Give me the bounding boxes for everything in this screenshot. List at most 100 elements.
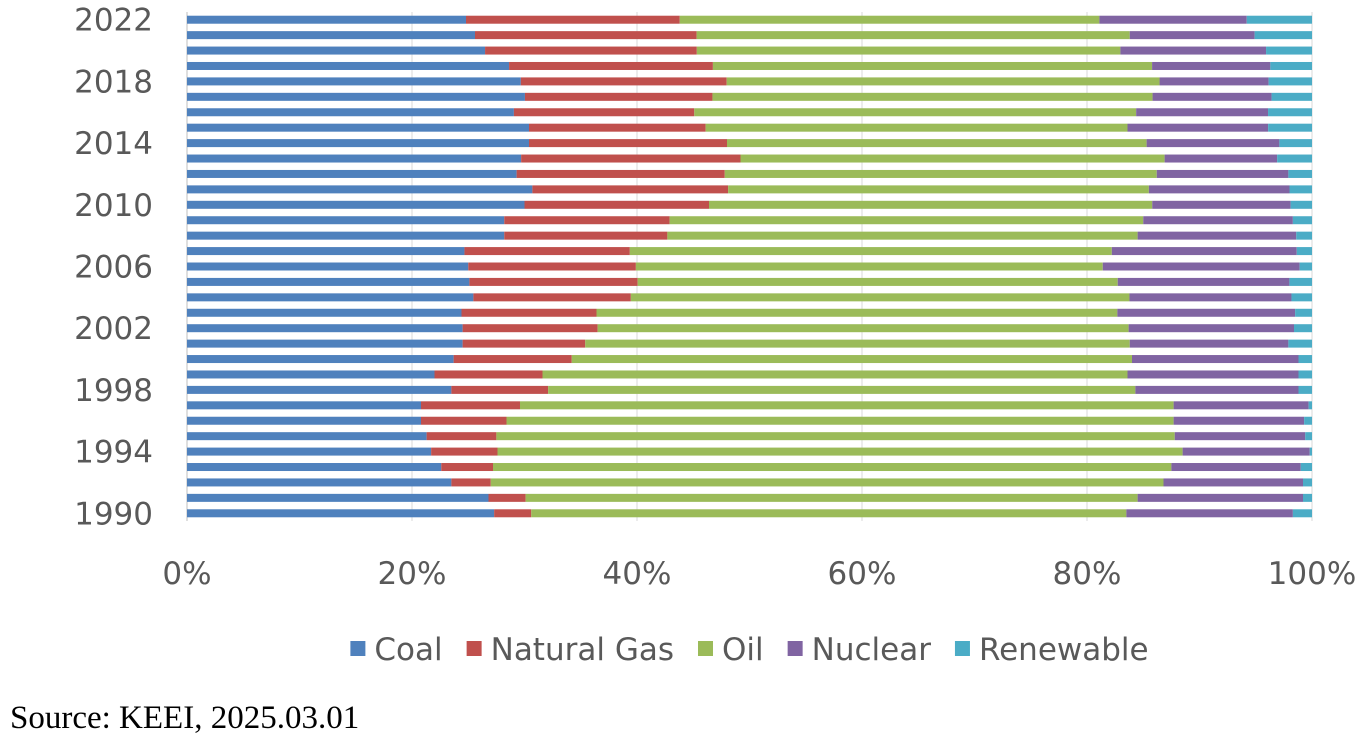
bar-segment bbox=[1300, 463, 1312, 472]
bar-segment bbox=[506, 416, 1174, 425]
bar-segment bbox=[187, 123, 529, 132]
bar-segment bbox=[187, 370, 435, 379]
bar-segment bbox=[509, 61, 713, 70]
bar-segment bbox=[187, 432, 427, 441]
bar-segment bbox=[679, 15, 1100, 24]
bar-segment bbox=[1164, 154, 1278, 163]
bar-segment bbox=[1288, 339, 1312, 348]
x-tick-label: 100% bbox=[1268, 556, 1357, 592]
bar-segment bbox=[187, 108, 514, 117]
bars bbox=[187, 15, 1312, 518]
bar-segment bbox=[520, 401, 1174, 410]
bar-segment bbox=[513, 108, 695, 117]
bar-segment bbox=[434, 370, 543, 379]
bar-segment bbox=[1296, 231, 1312, 240]
bar-segment bbox=[1304, 416, 1312, 425]
bar-segment bbox=[635, 262, 1103, 271]
bar-segment bbox=[1246, 15, 1312, 24]
x-tick-label: 40% bbox=[603, 556, 672, 592]
y-tick-label: 2006 bbox=[74, 250, 153, 286]
bar-segment bbox=[1126, 509, 1293, 518]
bar-segment bbox=[1102, 262, 1300, 271]
bar-segment bbox=[1271, 92, 1312, 101]
bar-segment bbox=[709, 200, 1153, 209]
bar-segment bbox=[542, 370, 1128, 379]
bar-segment bbox=[187, 478, 452, 487]
bar-segment bbox=[1159, 77, 1269, 86]
bar-segment bbox=[187, 447, 432, 456]
bar-segment bbox=[1292, 216, 1312, 225]
bar-segment bbox=[1309, 447, 1312, 456]
bar-segment bbox=[187, 385, 452, 394]
y-tick-label: 2022 bbox=[74, 3, 153, 39]
bar-segment bbox=[712, 61, 1153, 70]
bar-segment bbox=[187, 139, 529, 148]
legend: Coal Natural Gas Oil Nuclear Renewable bbox=[350, 632, 1149, 668]
source-note: Source: KEEI, 2025.03.01 bbox=[10, 700, 360, 736]
bar-segment bbox=[187, 324, 463, 333]
bar-segment bbox=[1135, 385, 1299, 394]
bar-segment bbox=[1295, 308, 1312, 317]
bar-segment bbox=[1303, 478, 1312, 487]
bar-segment bbox=[1266, 46, 1312, 55]
bar-segment bbox=[1146, 139, 1280, 148]
bar-segment bbox=[1290, 200, 1312, 209]
legend-swatch bbox=[787, 641, 803, 656]
bar-segment bbox=[1156, 169, 1289, 178]
bar-segment bbox=[1129, 293, 1292, 302]
bar-segment bbox=[187, 92, 525, 101]
bar-segment bbox=[1137, 493, 1303, 502]
bar-segment bbox=[669, 216, 1144, 225]
bar-segment bbox=[1277, 154, 1312, 163]
bar-segment bbox=[187, 339, 463, 348]
bar-segment bbox=[1152, 92, 1272, 101]
bar-segment bbox=[696, 46, 1121, 55]
bar-segment bbox=[1279, 139, 1312, 148]
bar-segment bbox=[187, 355, 454, 364]
bar-segment bbox=[724, 169, 1157, 178]
bar-segment bbox=[496, 432, 1175, 441]
bar-segment bbox=[596, 308, 1118, 317]
y-tick-label: 2010 bbox=[74, 188, 153, 224]
bar-segment bbox=[490, 478, 1164, 487]
bar-segment bbox=[1152, 200, 1291, 209]
bar-segment bbox=[187, 169, 517, 178]
bar-segment bbox=[524, 92, 713, 101]
bar-segment bbox=[740, 154, 1165, 163]
bar-segment bbox=[468, 262, 636, 271]
bar-segment bbox=[571, 355, 1132, 364]
bar-segment bbox=[1136, 108, 1269, 117]
bar-segment bbox=[187, 277, 470, 286]
y-tick-label: 2002 bbox=[74, 311, 153, 347]
bar-segment bbox=[464, 247, 630, 256]
bar-segment bbox=[1127, 123, 1269, 132]
legend-swatch bbox=[954, 641, 970, 656]
bar-segment bbox=[462, 339, 586, 348]
bar-segment bbox=[532, 185, 729, 194]
bar-segment bbox=[1296, 247, 1312, 256]
bar-segment bbox=[431, 447, 498, 456]
bar-segment bbox=[1127, 370, 1299, 379]
bar-segment bbox=[1171, 463, 1301, 472]
bar-segment bbox=[488, 493, 526, 502]
bar-segment bbox=[441, 463, 493, 472]
bar-segment bbox=[1289, 185, 1312, 194]
bar-segment bbox=[629, 247, 1112, 256]
bar-segment bbox=[421, 416, 507, 425]
bar-segment bbox=[1268, 123, 1312, 132]
bar-segment bbox=[1173, 401, 1309, 410]
bar-segment bbox=[1173, 416, 1305, 425]
bar-segment bbox=[466, 15, 680, 24]
bar-segment bbox=[630, 293, 1130, 302]
x-tick-label: 20% bbox=[378, 556, 447, 592]
bar-segment bbox=[187, 231, 505, 240]
legend-swatch bbox=[466, 641, 482, 656]
y-tick-label: 1990 bbox=[74, 496, 153, 532]
bar-segment bbox=[187, 46, 486, 55]
bar-segment bbox=[187, 77, 521, 86]
bar-segment bbox=[187, 61, 510, 70]
bar-segment bbox=[453, 355, 572, 364]
bar-segment bbox=[187, 493, 489, 502]
bar-segment bbox=[1298, 370, 1312, 379]
bar-segment bbox=[529, 139, 727, 148]
